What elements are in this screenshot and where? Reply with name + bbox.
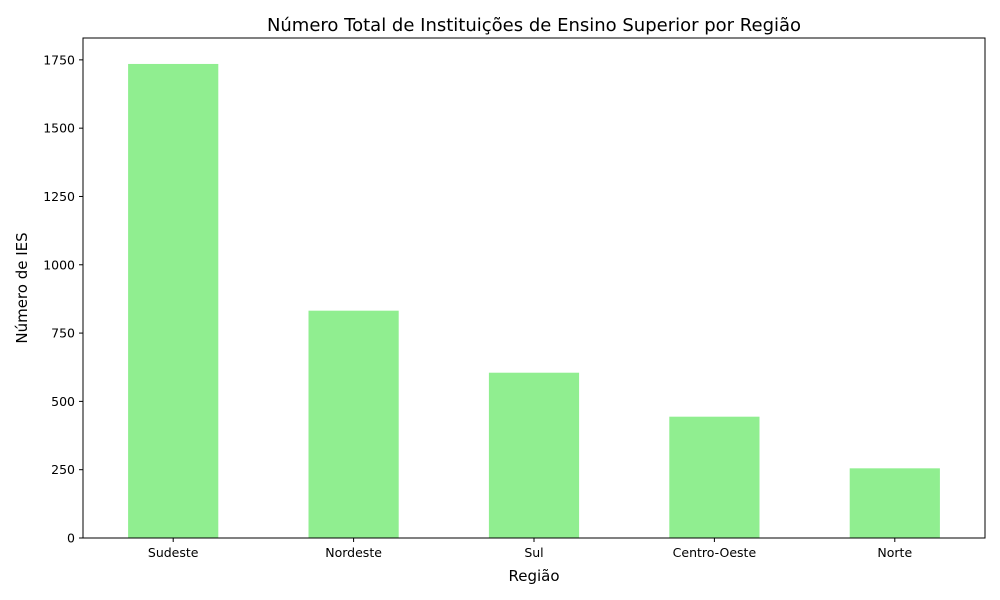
chart-title: Número Total de Instituições de Ensino S… [267,15,801,36]
x-tick-label: Norte [877,545,912,560]
x-tick-label: Sul [524,545,543,560]
bar-centro-oeste [669,416,760,538]
y-tick-label: 750 [51,326,75,341]
y-tick-label: 500 [51,394,75,409]
y-tick-label: 1000 [43,257,75,272]
x-tick-label: Sudeste [148,545,199,560]
y-tick-label: 250 [51,462,75,477]
y-tick-label: 1750 [43,52,75,67]
x-axis-label: Região [508,567,559,585]
x-axis-ticks: Sudeste Nordeste Sul Centro-Oeste Norte [148,538,912,560]
y-tick-label: 0 [67,531,75,546]
bar-nordeste [308,310,399,538]
bar-sudeste [128,63,219,538]
bar-norte [849,468,940,538]
plot-frame [82,37,986,539]
x-tick-label: Centro-Oeste [673,545,757,560]
bar-sul [488,372,580,538]
x-tick-label: Nordeste [325,545,382,560]
y-axis-ticks: 0 250 500 750 1000 1250 1500 1750 [43,52,83,546]
y-tick-label: 1250 [43,189,75,204]
bars-group [128,63,940,538]
y-tick-label: 1500 [43,121,75,136]
y-axis-label: Número de IES [13,232,31,343]
